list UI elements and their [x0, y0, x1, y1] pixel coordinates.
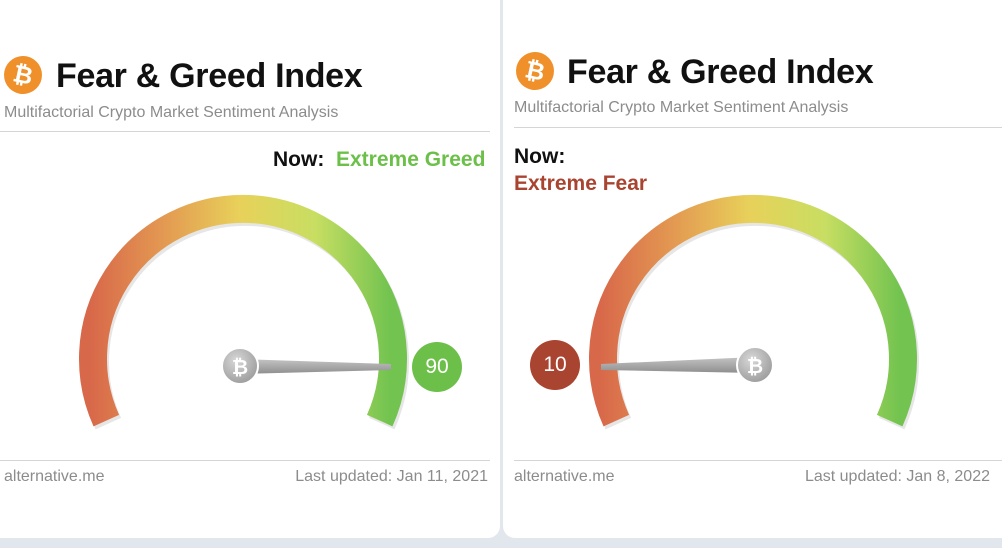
card-subtitle: Multifactorial Crypto Market Sentiment A… [514, 99, 849, 116]
needle-hub: ₿ [221, 347, 259, 385]
now-label: Now: [514, 145, 566, 168]
sentiment-status: Extreme Greed [336, 148, 486, 171]
source-link[interactable]: alternative.me [514, 468, 615, 485]
sentiment-gauge: ₿ [589, 194, 919, 430]
gauge-arc [79, 194, 407, 427]
header-divider [0, 131, 490, 132]
gauge-arc [589, 194, 917, 427]
last-updated: Last updated: Jan 11, 2021 [295, 468, 488, 485]
needle-hub: ₿ [736, 346, 774, 384]
sentiment-gauge: ₿ [79, 194, 409, 430]
card-title: Fear & Greed Index [567, 53, 874, 91]
fear-greed-card-2022: ₿ Fear & Greed Index Multifactorial Cryp… [503, 0, 1002, 538]
gauge-needle [240, 359, 391, 374]
header-divider [514, 127, 1002, 128]
footer-divider [0, 460, 490, 461]
card-title: Fear & Greed Index [56, 57, 363, 95]
bitcoin-icon: ₿ [747, 354, 763, 378]
last-updated: Last updated: Jan 8, 2022 [804, 468, 990, 485]
footer-divider [514, 460, 1002, 461]
fear-greed-card-2021: ₿ Fear & Greed Index Multifactorial Cryp… [0, 0, 500, 538]
index-value-badge: 90 [412, 342, 462, 392]
index-value-badge: 10 [530, 340, 580, 390]
gauge-needle [601, 357, 755, 373]
bitcoin-icon: ₿ [232, 355, 248, 379]
now-label: Now: [273, 148, 325, 171]
source-link[interactable]: alternative.me [4, 468, 105, 485]
sentiment-status: Extreme Fear [514, 172, 648, 195]
card-subtitle: Multifactorial Crypto Market Sentiment A… [4, 104, 339, 121]
